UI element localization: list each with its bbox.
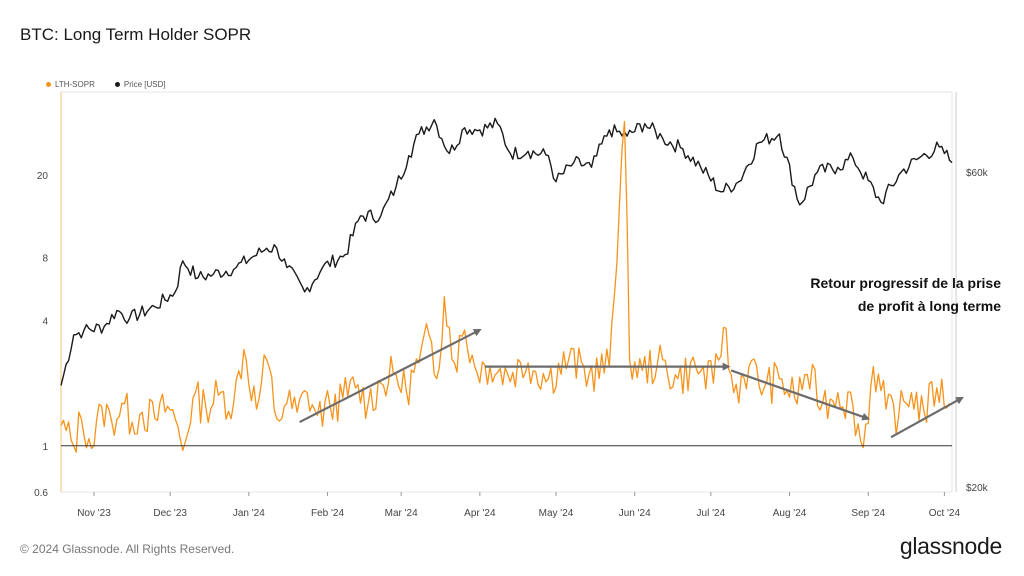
x-tick-label: Jul '24	[697, 508, 726, 519]
x-tick-label: Mar '24	[385, 508, 418, 519]
x-tick-label: Apr '24	[464, 508, 496, 519]
x-tick-label: Jun '24	[619, 508, 651, 519]
annotation: Retour progressif de la prise de profit …	[796, 272, 1001, 318]
y-left-tick-label: 20	[37, 171, 49, 182]
y-left-tick-label: 8	[42, 254, 48, 265]
legend-item-lth-sopr[interactable]: LTH-SOPR	[46, 80, 95, 89]
legend-label-lth-sopr: LTH-SOPR	[55, 80, 95, 89]
series-line-price	[60, 117, 953, 386]
legend: LTH-SOPR Price [USD]	[46, 80, 166, 89]
legend-label-price: Price [USD]	[123, 80, 166, 89]
y-right-tick-label: $60k	[966, 168, 989, 179]
x-tick-label: Oct '24	[929, 508, 961, 519]
x-tick-label: Sep '24	[851, 508, 885, 519]
y-right-tick-label: $20k	[966, 483, 989, 494]
brand-logo: glassnode	[899, 533, 1002, 559]
x-tick-label: Nov '23	[77, 508, 111, 519]
chart-title: BTC: Long Term Holder SOPR	[20, 25, 252, 44]
annotation-line-1: Retour progressif de la prise	[810, 275, 1001, 291]
trend-arrow	[299, 328, 482, 424]
y-left-tick-label: 1	[42, 442, 48, 453]
x-tick-label: May '24	[539, 508, 574, 519]
copyright: © 2024 Glassnode. All Rights Reserved.	[20, 542, 235, 556]
trend-arrow	[730, 369, 871, 421]
y-left-tick-label: 0.6	[34, 488, 48, 499]
trend-arrow	[890, 396, 964, 439]
legend-item-price[interactable]: Price [USD]	[114, 80, 166, 89]
legend-dot-lth-sopr	[46, 82, 51, 87]
x-tick-label: Feb '24	[311, 508, 344, 519]
legend-dot-price	[114, 82, 120, 87]
y-left-tick-label: 4	[42, 316, 48, 327]
annotation-line-2: de profit à long terme	[857, 298, 1001, 314]
x-tick-label: Jan '24	[233, 508, 265, 519]
x-tick-label: Aug '24	[773, 508, 807, 519]
x-tick-label: Dec '23	[153, 508, 187, 519]
